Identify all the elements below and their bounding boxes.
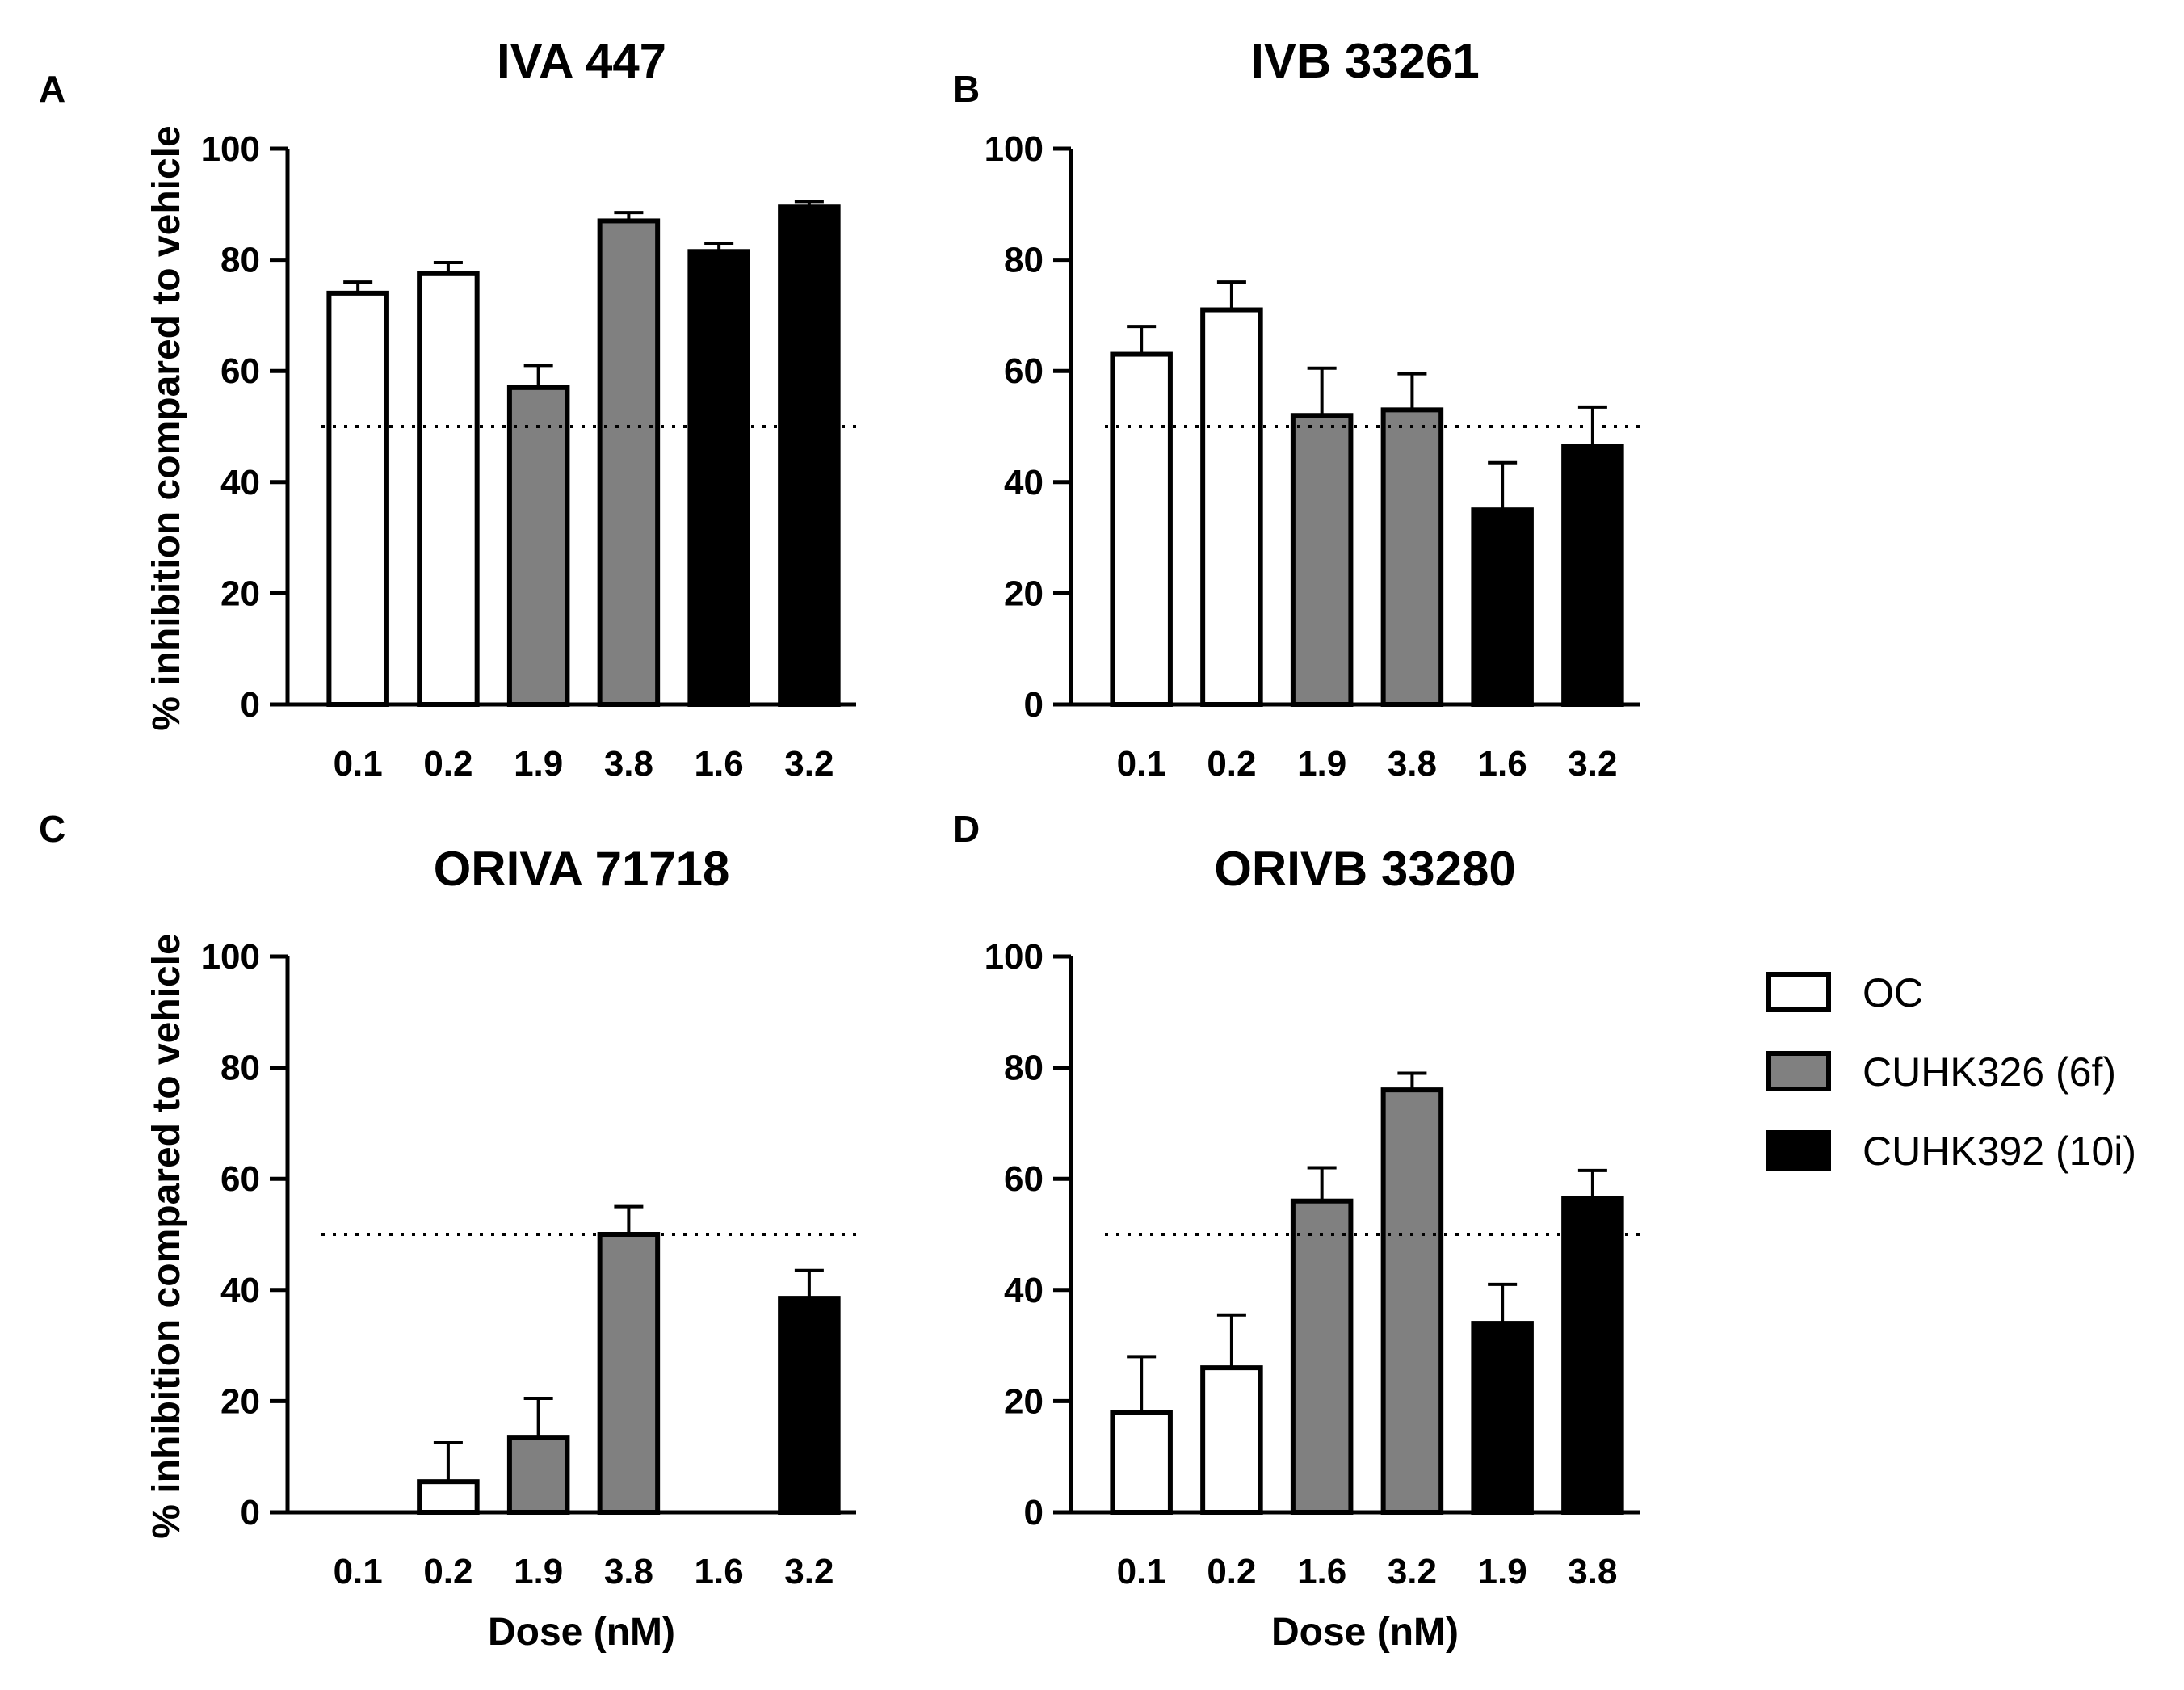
panel-c-x-tick-label: 0.1 (334, 1552, 383, 1591)
panel-a-x-tick-label: 3.8 (604, 744, 653, 784)
panel-a-bar (597, 218, 661, 707)
panel-a-x-tick-label: 0.2 (423, 744, 472, 784)
panel-a-y-tick-label: 40 (220, 463, 260, 502)
panel-a-bar (778, 204, 841, 707)
panel-b-x-tick-label: 1.9 (1297, 744, 1346, 784)
panel-a-x-tick-label: 1.6 (695, 744, 744, 784)
panel-b-bar (1290, 413, 1354, 707)
panel-d-x-tick-label: 0.1 (1117, 1552, 1166, 1591)
panel-b-y-tick-label: 20 (1004, 574, 1044, 613)
panel-c-y-tick-label: 40 (220, 1271, 260, 1310)
panel-b-bar (1471, 507, 1534, 708)
panel-b-title: IVB 33261 (1250, 34, 1480, 88)
panel-c-y-tick-label: 0 (241, 1493, 260, 1532)
panel-d-bar (1110, 1410, 1173, 1516)
panel-letter-c: C (39, 808, 65, 850)
panel-d-y-tick-label: 60 (1004, 1159, 1044, 1199)
panel-c-x-tick-label: 3.8 (604, 1552, 653, 1591)
panel-d-bar (1290, 1198, 1354, 1515)
panel-d-x-tick-label: 1.6 (1297, 1552, 1346, 1591)
panel-c-title: ORIVA 71718 (434, 842, 730, 896)
panel-b-bar (1200, 307, 1263, 707)
panel-b-plot: 0 20 40 60 80 100 0.1 0.2 1.9 3.8 1.6 3.2 (985, 129, 1640, 784)
panel-b-y-tick-label: 80 (1004, 241, 1044, 280)
panel-c-x-tick-label: 0.2 (423, 1552, 472, 1591)
panel-a-y-tick-label: 20 (220, 574, 260, 613)
panel-c-y-tick-label: 100 (201, 937, 260, 977)
panel-a-x-tick-label: 1.9 (514, 744, 563, 784)
panel-c-y-tick-label: 20 (220, 1381, 260, 1421)
panel-a: A IVA 447 % inhibition compared to vehic… (39, 34, 856, 784)
legend-swatch-cuhk326 (1766, 1051, 1831, 1091)
legend-label-cuhk392: CUHK392 (10i) (1863, 1129, 2136, 1174)
panel-a-y-axis-label: % inhibition compared to vehicle (145, 125, 188, 730)
panel-d-bar (1471, 1321, 1534, 1515)
panel-b-x-tick-label: 3.2 (1568, 744, 1617, 784)
panel-d-title: ORIVB 33280 (1214, 842, 1516, 896)
panel-c-y-tick-label: 80 (220, 1049, 260, 1088)
panel-d-y-tick-label: 100 (985, 937, 1044, 977)
panel-b-bar (1380, 407, 1444, 707)
panel-d-x-axis-label: Dose (nM) (1271, 1611, 1459, 1654)
panel-c-bar (417, 1479, 480, 1516)
panel-c-x-tick-label: 1.6 (695, 1552, 744, 1591)
panel-c-y-tick-label: 60 (220, 1159, 260, 1199)
panel-c-x-tick-label: 3.2 (784, 1552, 834, 1591)
legend-label-oc: OC (1863, 970, 1923, 1015)
panel-b-y-tick-label: 0 (1024, 685, 1044, 725)
panel-c-bar (506, 1435, 570, 1515)
panel-c-x-axis-label: Dose (nM) (488, 1611, 675, 1654)
panel-b-y-tick-label: 60 (1004, 351, 1044, 391)
panel-a-bar (687, 249, 750, 707)
panel-d-y-tick-label: 80 (1004, 1049, 1044, 1088)
panel-d-bar (1380, 1087, 1444, 1515)
panel-b-x-tick-label: 3.8 (1388, 744, 1437, 784)
panel-c-x-tick-label: 1.9 (514, 1552, 563, 1591)
panel-b: B IVB 33261 0 20 40 60 80 100 0.1 0.2 1.9 3.8 1.6 3… (953, 34, 1640, 784)
panel-c: C ORIVA 71718 % inhibition compared to v… (39, 808, 856, 1654)
panel-a-title: IVA 447 (497, 34, 666, 88)
panel-c-bar (778, 1296, 841, 1515)
panel-b-y-tick-label: 100 (985, 129, 1044, 169)
panel-d-x-tick-label: 3.2 (1388, 1552, 1437, 1591)
panel-d-bar (1200, 1365, 1263, 1515)
panel-a-y-tick-label: 100 (201, 129, 260, 169)
panel-b-x-tick-label: 0.1 (1117, 744, 1166, 784)
panel-letter-b: B (953, 68, 980, 110)
panel-b-x-tick-label: 1.6 (1478, 744, 1527, 784)
panel-c-plot: 0 20 40 60 80 100 0.1 0.2 1.9 3.8 1.6 3.2 (201, 937, 856, 1591)
panel-d-y-tick-label: 20 (1004, 1381, 1044, 1421)
panel-b-bar (1561, 444, 1624, 708)
panel-a-plot: 0 20 40 60 80 100 0.1 0.2 1.9 3.8 1.6 3.2 (201, 129, 856, 784)
panel-a-y-tick-label: 0 (241, 685, 260, 725)
panel-a-x-tick-label: 3.2 (784, 744, 834, 784)
panel-a-bar (417, 271, 480, 707)
panel-b-bar (1110, 351, 1173, 707)
panel-d-y-tick-label: 0 (1024, 1493, 1044, 1532)
legend: OC CUHK326 (6f) CUHK392 (10i) (1766, 970, 2136, 1174)
legend-swatch-oc (1766, 972, 1831, 1012)
panel-d-x-tick-label: 1.9 (1478, 1552, 1527, 1591)
panel-a-bar (326, 290, 389, 707)
panel-a-y-tick-label: 80 (220, 241, 260, 280)
legend-label-cuhk326: CUHK326 (6f) (1863, 1049, 2116, 1095)
panel-b-y-tick-label: 40 (1004, 463, 1044, 502)
legend-swatch-cuhk392 (1766, 1130, 1831, 1171)
panel-a-bar (506, 385, 570, 707)
panel-letter-d: D (953, 808, 980, 850)
panel-d-x-tick-label: 3.8 (1568, 1552, 1617, 1591)
panel-d-x-tick-label: 0.2 (1207, 1552, 1256, 1591)
panel-letter-a: A (39, 68, 65, 110)
panel-b-x-tick-label: 0.2 (1207, 744, 1256, 784)
panel-d-y-tick-label: 40 (1004, 1271, 1044, 1310)
panel-a-y-tick-label: 60 (220, 351, 260, 391)
panel-c-y-axis-label: % inhibition compared to vehicle (145, 933, 188, 1538)
panel-d-plot: 0 20 40 60 80 100 0.1 0.2 1.6 3.2 1.9 3.8 (985, 937, 1640, 1591)
panel-a-x-tick-label: 0.1 (334, 744, 383, 784)
panel-d-bar (1561, 1196, 1624, 1516)
panel-c-bar (597, 1232, 661, 1515)
